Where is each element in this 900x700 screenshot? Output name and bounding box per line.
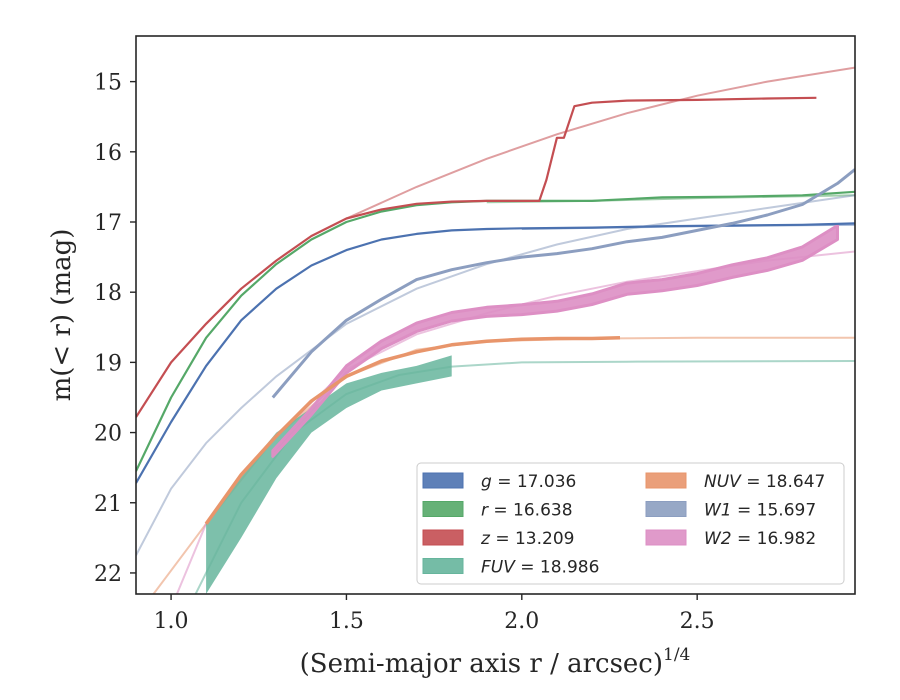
y-tick-label: 17 [94,211,122,236]
g-data-line [136,222,855,484]
W1-model-fit-line [136,194,855,556]
z-data-line [136,96,817,418]
legend-swatch [422,558,464,574]
ticks-layer: 1.0 1.5 2.0 2.5 15 16 17 18 19 20 21 22 [94,71,715,634]
x-axis-title-superscript: 1/4 [663,645,690,665]
y-tick-label: 22 [94,562,122,587]
legend-label: FUV = 18.986 [481,558,599,578]
y-tick-label: 20 [94,422,122,447]
legend-item-g: g = 17.036 [422,472,576,492]
plot-area-frame [135,35,856,595]
W2-uncertainty-band [271,224,839,458]
W1-data-line [271,168,855,399]
legend-label: r = 16.638 [481,501,573,521]
legend-label: NUV = 18.647 [704,472,825,492]
x-axis-title: (Semi-major axis r / arcsec)1/4 [300,645,691,679]
y-tick-label: 19 [94,351,122,376]
x-tick-label: 1.0 [154,609,189,634]
legend-item-r: r = 16.638 [422,501,573,521]
y-tick-label: 16 [94,141,122,166]
x-tick-label: 2.0 [504,609,539,634]
legend-items: g = 17.036 r = 16.638 z = 13.209 FUV = 18.9… [422,472,825,578]
y-tick-label: 15 [94,71,122,96]
series-layer [136,66,855,594]
legend-item-W2: W2 = 16.982 [645,529,816,549]
y-tick-label: 21 [94,492,122,517]
z-model-fit-line [345,66,855,220]
y-axis-title: m(< r) (mag) [47,229,77,402]
legend-swatch [422,501,464,517]
legend: g = 17.036 r = 16.638 z = 13.209 FUV = 18.9… [416,462,845,585]
x-tick-label: 1.5 [329,609,364,634]
legend-item-NUV: NUV = 18.647 [645,472,825,492]
legend-item-FUV: FUV = 18.986 [422,558,599,578]
legend-swatch [645,472,687,489]
legend-box [416,462,845,585]
legend-label: g = 17.036 [481,472,576,492]
FUV-uncertainty-band [206,355,452,594]
r-data-line [136,190,855,472]
legend-label: z = 13.209 [480,529,574,549]
legend-swatch [422,529,464,546]
legend-label: W1 = 15.697 [704,501,816,521]
x-axis-title-text: (Semi-major axis r / arcsec) [300,649,663,679]
legend-item-z: z = 13.209 [422,529,574,549]
y-tick-label: 18 [94,281,122,306]
legend-swatch [645,501,687,517]
x-tick-label: 2.5 [680,609,715,634]
legend-swatch [645,529,687,546]
legend-label: W2 = 16.982 [704,529,816,549]
legend-item-W1: W1 = 15.697 [645,501,816,521]
legend-swatch [422,472,464,489]
NUV-data-line [204,336,621,525]
